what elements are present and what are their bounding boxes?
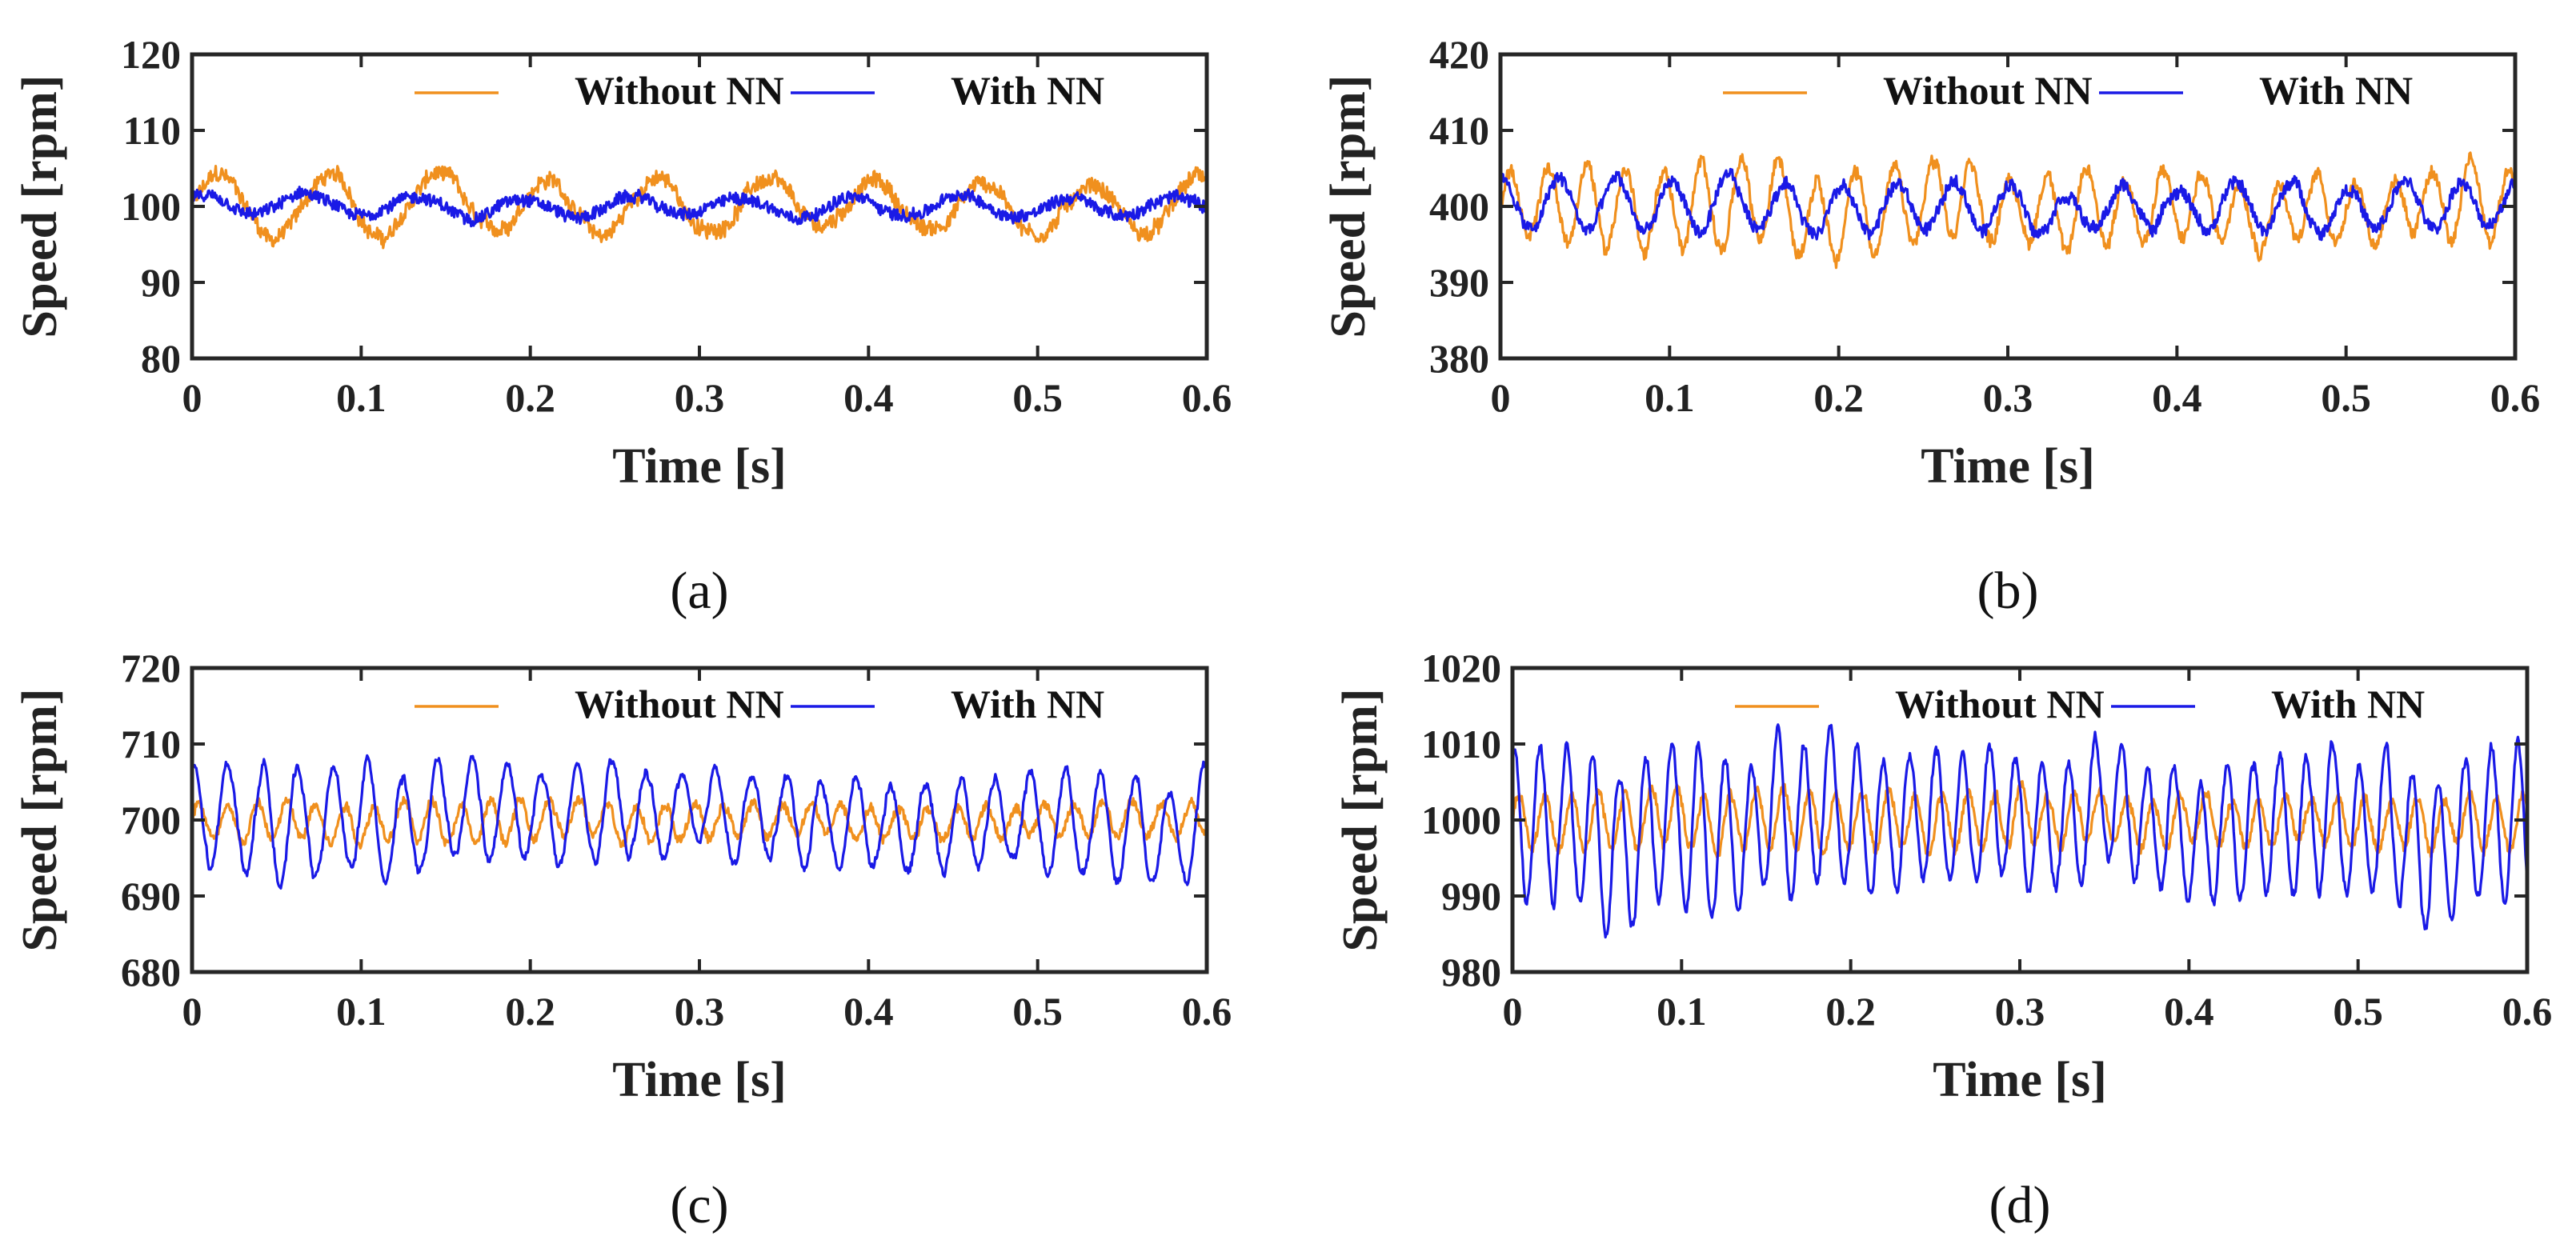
x-tick-label: 0 (1503, 989, 1523, 1034)
legend-label: With NN (951, 68, 1104, 113)
y-tick-label: 700 (121, 798, 181, 842)
panel-caption: (b) (1977, 562, 2039, 620)
x-tick-label: 0.4 (843, 989, 894, 1034)
x-tick-label: 0.4 (843, 375, 894, 420)
x-tick-label: 0.1 (1657, 989, 1707, 1034)
y-axis-title: Speed [rpm] (1333, 689, 1388, 952)
y-axis-title: Speed [rpm] (13, 75, 67, 338)
y-tick-label: 680 (121, 950, 181, 994)
x-tick-label: 0.4 (2164, 989, 2214, 1034)
y-tick-label: 420 (1429, 32, 1489, 77)
y-tick-label: 400 (1429, 184, 1489, 229)
x-tick-label: 0.3 (675, 989, 725, 1034)
legend-label: Without NN (575, 68, 784, 113)
chart-panel-4: 0 0.1 0.2 0.3 0.4 0.5 0.6 980 990 1000 1010 1020 Tim… (1333, 646, 2552, 1234)
y-tick-label: 100 (121, 184, 181, 229)
x-tick-label: 0.4 (2152, 375, 2202, 420)
x-tick-label: 0.3 (1995, 989, 2045, 1034)
x-axis-title: Time [s] (1933, 1053, 2107, 1107)
x-tick-label: 0 (1491, 375, 1511, 420)
y-tick-label: 1020 (1421, 646, 1501, 690)
y-tick-label: 80 (141, 336, 181, 381)
y-tick-label: 1000 (1421, 798, 1501, 842)
x-tick-label: 0.5 (1012, 989, 1063, 1034)
series-line-with-nn (192, 186, 1207, 228)
y-tick-label: 980 (1441, 950, 1501, 994)
x-tick-label: 0.3 (675, 375, 725, 420)
x-tick-label: 0.1 (336, 989, 387, 1034)
chart-panel-1: 0 0.1 0.2 0.3 0.4 0.5 0.6 80 90 100 110 120 Time [s]… (13, 32, 1232, 620)
series-line-with-nn (1512, 723, 2527, 939)
x-tick-label: 0.3 (1983, 375, 2033, 420)
x-axis-title: Time [s] (612, 439, 787, 494)
x-axis-title: Time [s] (612, 1053, 787, 1107)
x-tick-label: 0.6 (2502, 989, 2553, 1034)
y-tick-label: 710 (121, 722, 181, 766)
x-tick-label: 0.1 (336, 375, 387, 420)
y-axis-title: Speed [rpm] (1321, 75, 1376, 338)
y-tick-label: 90 (141, 260, 181, 305)
x-tick-label: 0.2 (1825, 989, 1876, 1034)
panel-caption: (c) (670, 1176, 728, 1234)
x-tick-label: 0 (182, 989, 202, 1034)
x-tick-label: 0.2 (505, 989, 555, 1034)
y-tick-label: 990 (1441, 874, 1501, 918)
legend-label: Without NN (1883, 68, 2093, 113)
y-tick-label: 120 (121, 32, 181, 77)
chart-panel-3: 0 0.1 0.2 0.3 0.4 0.5 0.6 680 690 700 710 720 Time [… (13, 646, 1232, 1234)
x-tick-label: 0.2 (1813, 375, 1864, 420)
series-line-without-nn (192, 165, 1207, 250)
y-axis-title: Speed [rpm] (13, 689, 67, 952)
legend-label: Without NN (1895, 682, 2105, 726)
y-tick-label: 380 (1429, 336, 1489, 381)
x-tick-label: 0.6 (1182, 989, 1232, 1034)
series-line-with-nn (1500, 167, 2515, 242)
x-tick-label: 0 (182, 375, 202, 420)
y-tick-label: 720 (121, 646, 181, 690)
y-tick-label: 110 (123, 108, 181, 153)
x-tick-label: 0.5 (1012, 375, 1063, 420)
y-tick-label: 410 (1429, 108, 1489, 153)
legend-label: Without NN (575, 682, 784, 726)
y-tick-label: 1010 (1421, 722, 1501, 766)
x-tick-label: 0.1 (1645, 375, 1695, 420)
legend-label: With NN (2259, 68, 2413, 113)
panel-caption: (a) (670, 562, 728, 620)
series-line-with-nn (192, 754, 1207, 890)
x-tick-label: 0.5 (2333, 989, 2383, 1034)
y-tick-label: 690 (121, 874, 181, 918)
chart-panel-2: 0 0.1 0.2 0.3 0.4 0.5 0.6 380 390 400 410 420 Time [… (1321, 32, 2540, 620)
x-tick-label: 0.6 (2490, 375, 2541, 420)
legend-label: With NN (951, 682, 1104, 726)
x-tick-label: 0.2 (505, 375, 555, 420)
x-tick-label: 0.6 (1182, 375, 1232, 420)
y-tick-label: 390 (1429, 260, 1489, 305)
x-axis-title: Time [s] (1921, 439, 2095, 494)
panel-caption: (d) (1989, 1176, 2051, 1234)
legend-label: With NN (2271, 682, 2425, 726)
x-tick-label: 0.5 (2321, 375, 2371, 420)
